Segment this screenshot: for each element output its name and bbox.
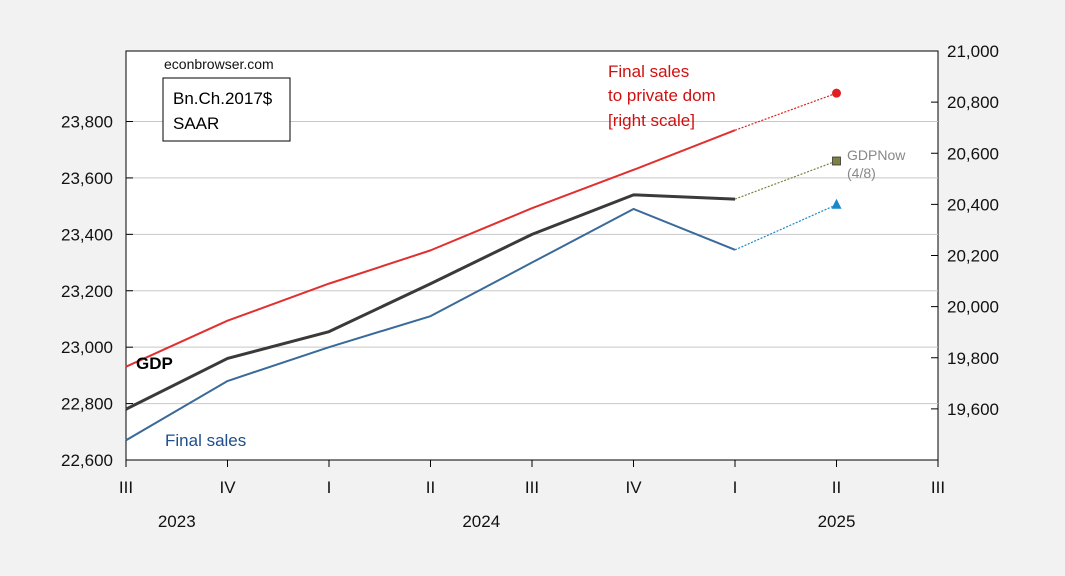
nowcast-marker-circle [832, 88, 841, 98]
right-axis: 19,600 19,800 20,000 20,200 20,400 20,600 20,8… [931, 42, 999, 419]
left-tick-label: 23,400 [61, 225, 113, 244]
watermark-text: econbrowser.com [164, 56, 274, 72]
series-line-final-sales [125, 207, 736, 442]
x-tick-label: III [931, 478, 945, 497]
left-tick-label: 23,600 [61, 169, 113, 188]
gridlines [126, 121, 938, 405]
final-sales-label: Final sales [165, 431, 246, 450]
private-dom-label-line2: to private dom [608, 86, 716, 105]
x-tick-label: II [832, 478, 841, 497]
nowcast-marker-square [832, 156, 841, 166]
nowcast-line-triangle [734, 204, 837, 251]
nowcast-line-square [734, 160, 837, 200]
right-tick-label: 19,600 [947, 400, 999, 419]
gdpnow-label-line1: GDPNow [847, 147, 906, 163]
nowcast-layer [734, 88, 842, 251]
left-tick-label: 23,200 [61, 282, 113, 301]
x-tick-label: II [426, 478, 435, 497]
x-year-label: 2024 [462, 512, 500, 531]
left-tick-label: 22,800 [61, 395, 113, 414]
gdp-label: GDP [136, 354, 173, 373]
left-tick-label: 23,800 [61, 113, 113, 132]
x-tick-label: III [119, 478, 133, 497]
nowcast-marker-triangle [831, 198, 842, 209]
nowcast-line-circle [734, 92, 837, 131]
x-tick-label: IV [625, 478, 642, 497]
x-tick-label: I [733, 478, 738, 497]
right-tick-label: 19,800 [947, 349, 999, 368]
units-label: Bn.Ch.2017$ [173, 89, 273, 108]
gdpnow-label-line2: (4/8) [847, 165, 876, 181]
x-tick-label: IV [219, 478, 236, 497]
right-tick-label: 20,000 [947, 298, 999, 317]
right-tick-label: 20,200 [947, 247, 999, 266]
x-year-label: 2025 [818, 512, 856, 531]
right-tick-label: 20,800 [947, 93, 999, 112]
series-layer [125, 129, 736, 442]
series-line-gdp [125, 193, 736, 411]
series-line-final-sales-to-private-dom-right-scale [125, 129, 736, 368]
left-tick-label: 23,000 [61, 338, 113, 357]
private-dom-label-line1: Final sales [608, 62, 689, 81]
right-tick-label: 20,600 [947, 144, 999, 163]
right-tick-label: 21,000 [947, 42, 999, 61]
private-dom-label-line3: [right scale] [608, 111, 695, 130]
x-tick-label: I [327, 478, 332, 497]
x-year-label: 2023 [158, 512, 196, 531]
x-tick-label: III [525, 478, 539, 497]
left-tick-label: 22,600 [61, 451, 113, 470]
right-tick-label: 20,400 [947, 195, 999, 214]
units-box [162, 77, 291, 142]
left-axis: 22,600 22,800 23,000 23,200 23,400 23,600 23,8… [61, 113, 133, 470]
units-rate-label: SAAR [173, 114, 219, 133]
